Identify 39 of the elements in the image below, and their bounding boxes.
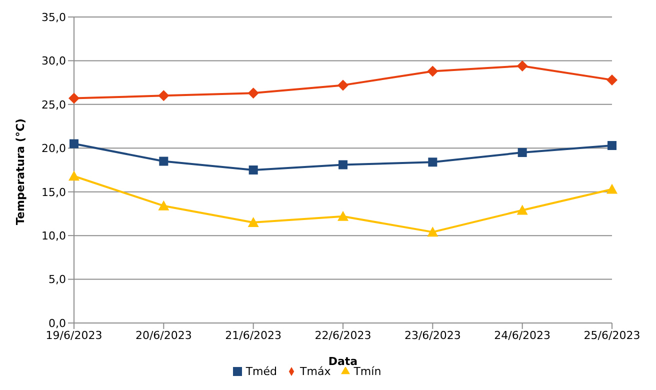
legend-label: Tméd [246,365,278,378]
legend-label: Tmín [354,365,382,378]
x-tick-label: 21/6/2023 [225,328,282,342]
point [338,210,348,221]
point [159,156,168,166]
y-tick-label: 0,0 [48,316,66,330]
point [248,216,259,227]
point [606,74,618,86]
x-axis-title: Data [328,355,358,368]
point [516,60,528,72]
y-axis-title: Temperatura (°C) [14,118,27,225]
y-tick-label: 25,0 [42,98,66,112]
x-tick-label: 22/6/2023 [314,328,372,342]
point [606,184,618,194]
y-tick-label: 20,0 [42,142,66,156]
point [428,158,438,167]
point [68,170,80,181]
x-tick-label: 19/6/2023 [46,328,102,342]
point [427,66,438,77]
y-tick-label: 10,0 [42,229,66,242]
y-tick-label: 5,0 [48,273,66,286]
legend-label: Tmáx [300,365,331,378]
y-tick-label: 30,0 [42,54,66,68]
point [248,166,258,174]
x-tick-label: 24/6/2023 [494,328,551,342]
y-tick-label: 15,0 [42,186,66,199]
point [338,80,348,91]
point [518,148,527,158]
point [158,200,170,210]
point [338,160,348,170]
point [516,204,528,215]
point [608,141,616,150]
x-tick-label: 23/6/2023 [404,328,461,342]
point [248,88,259,99]
point [158,90,170,102]
y-tick-label: 35,0 [42,10,66,24]
x-tick-label: 20/6/2023 [135,328,192,342]
x-tick-label: 25/6/2023 [584,328,640,342]
point [427,226,438,237]
